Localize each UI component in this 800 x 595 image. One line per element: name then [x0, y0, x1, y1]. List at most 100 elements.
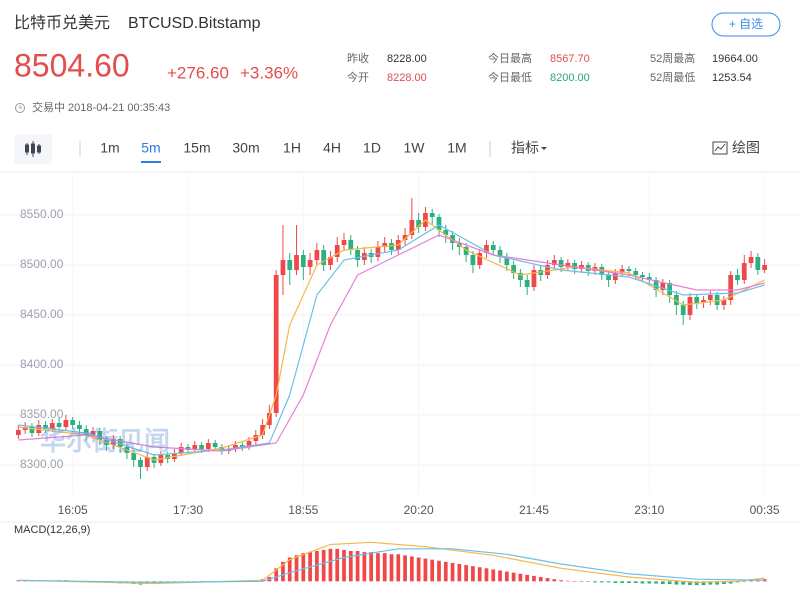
- candle-body: [755, 257, 761, 270]
- candle-body: [436, 217, 442, 230]
- interval-tab[interactable]: 15m: [183, 140, 210, 156]
- candle-body: [477, 253, 483, 265]
- stats: 昨收 8228.00 今开 8228.00 今日最高 8567.70 今日最低 8200.00…: [347, 51, 758, 84]
- candle-body: [22, 427, 28, 430]
- macd-bar: [321, 549, 326, 582]
- interval-tab[interactable]: 30m: [232, 140, 259, 156]
- asset-title: 比特币兑美元: [14, 14, 110, 32]
- interval-tab[interactable]: 1m: [100, 140, 119, 156]
- candle-body: [63, 420, 69, 427]
- candle-body: [741, 263, 747, 280]
- stat-label: 52周最低: [650, 71, 695, 84]
- macd-bar: [281, 561, 285, 582]
- macd-bar: [362, 552, 367, 582]
- macd-bar: [654, 581, 658, 584]
- draw-tool[interactable]: 绘图: [732, 140, 760, 156]
- candle-body: [348, 240, 354, 250]
- candle-body: [49, 423, 55, 429]
- candle-body: [90, 431, 96, 435]
- macd-bar: [389, 554, 394, 582]
- macd-bar: [620, 581, 625, 583]
- stat-label: 昨收: [347, 51, 369, 65]
- candle-body: [409, 220, 415, 235]
- candle-body: [178, 447, 184, 453]
- candle-body: [694, 297, 700, 303]
- y-tick-label: 8350.00: [20, 407, 64, 421]
- macd-bar: [606, 581, 611, 583]
- macd-bar: [715, 581, 719, 585]
- candle-body: [463, 247, 469, 255]
- stat-value: 1253.54: [712, 72, 752, 84]
- indicator-line: [18, 548, 765, 584]
- clock-icon: [15, 103, 25, 113]
- macd-bar: [274, 568, 279, 582]
- macd-bar: [355, 551, 360, 582]
- candle-body: [16, 430, 21, 435]
- interval-tab[interactable]: 1D: [363, 140, 381, 156]
- y-tick-label: 8450.00: [20, 307, 64, 321]
- candle-body: [572, 263, 578, 269]
- macd-bar: [437, 560, 441, 582]
- macd-bar: [599, 581, 604, 583]
- macd-bar: [552, 579, 557, 582]
- indicators-menu[interactable]: 指标: [511, 140, 539, 156]
- macd-bar: [294, 555, 299, 582]
- macd-bar: [369, 552, 374, 582]
- candle-body: [653, 280, 659, 290]
- candle-body: [504, 257, 510, 265]
- macd-bar: [471, 566, 475, 582]
- macd-bar: [464, 565, 468, 582]
- price-change-pct: +3.36%: [240, 63, 298, 82]
- macd-bar: [762, 579, 767, 582]
- macd-bar: [382, 553, 387, 582]
- interval-tab[interactable]: 1H: [283, 140, 301, 156]
- candle-body: [518, 273, 523, 280]
- candle-body: [382, 243, 388, 247]
- candle-body: [524, 280, 530, 287]
- macd-bar: [688, 581, 692, 586]
- candle-body: [511, 265, 516, 273]
- candle-body: [253, 435, 259, 441]
- macd-bar: [423, 558, 428, 582]
- candle-body: [389, 243, 394, 250]
- macd-bar: [627, 581, 631, 583]
- watchlist-button[interactable]: [711, 12, 781, 37]
- price-change: +276.60: [167, 63, 229, 82]
- macd-bar: [335, 548, 340, 582]
- candle-body: [287, 260, 293, 270]
- stat-value: 8567.70: [550, 53, 590, 65]
- macd-bar: [593, 581, 597, 583]
- macd-bar: [376, 553, 380, 582]
- candle-body: [674, 295, 679, 305]
- interval-tab[interactable]: 4H: [323, 140, 341, 156]
- candle-body: [579, 265, 584, 269]
- interval-tab[interactable]: 5m: [141, 140, 160, 156]
- x-tick-label: 18:55: [288, 503, 318, 517]
- watermark: 华尔街见闻: [40, 426, 170, 456]
- macd-bar: [532, 575, 536, 582]
- watchlist-button-label[interactable]: + 自选: [729, 17, 763, 31]
- macd-bar: [498, 570, 502, 582]
- macd-bar: [545, 578, 550, 582]
- x-tick-label: 17:30: [173, 503, 203, 517]
- macd-bar: [749, 580, 753, 582]
- candle-body: [619, 269, 625, 273]
- candle-body: [328, 257, 333, 265]
- candle-body: [280, 260, 286, 275]
- candle-body: [375, 247, 381, 257]
- macd-bar: [491, 569, 496, 582]
- candle-body: [545, 265, 550, 275]
- candle-body: [551, 260, 557, 265]
- interval-tab[interactable]: 1M: [447, 140, 466, 156]
- candle-body: [341, 240, 347, 245]
- candle-body: [273, 275, 279, 413]
- candle-body: [443, 230, 449, 235]
- stat-value: 8228.00: [387, 72, 427, 84]
- candle-body: [233, 445, 238, 449]
- macd-title: MACD(12,26,9): [14, 524, 90, 536]
- asset-symbol: BTCUSD.Bitstamp: [128, 15, 261, 32]
- interval-tab[interactable]: 1W: [404, 140, 426, 156]
- candle-body: [748, 257, 754, 263]
- macd-bar: [409, 556, 414, 582]
